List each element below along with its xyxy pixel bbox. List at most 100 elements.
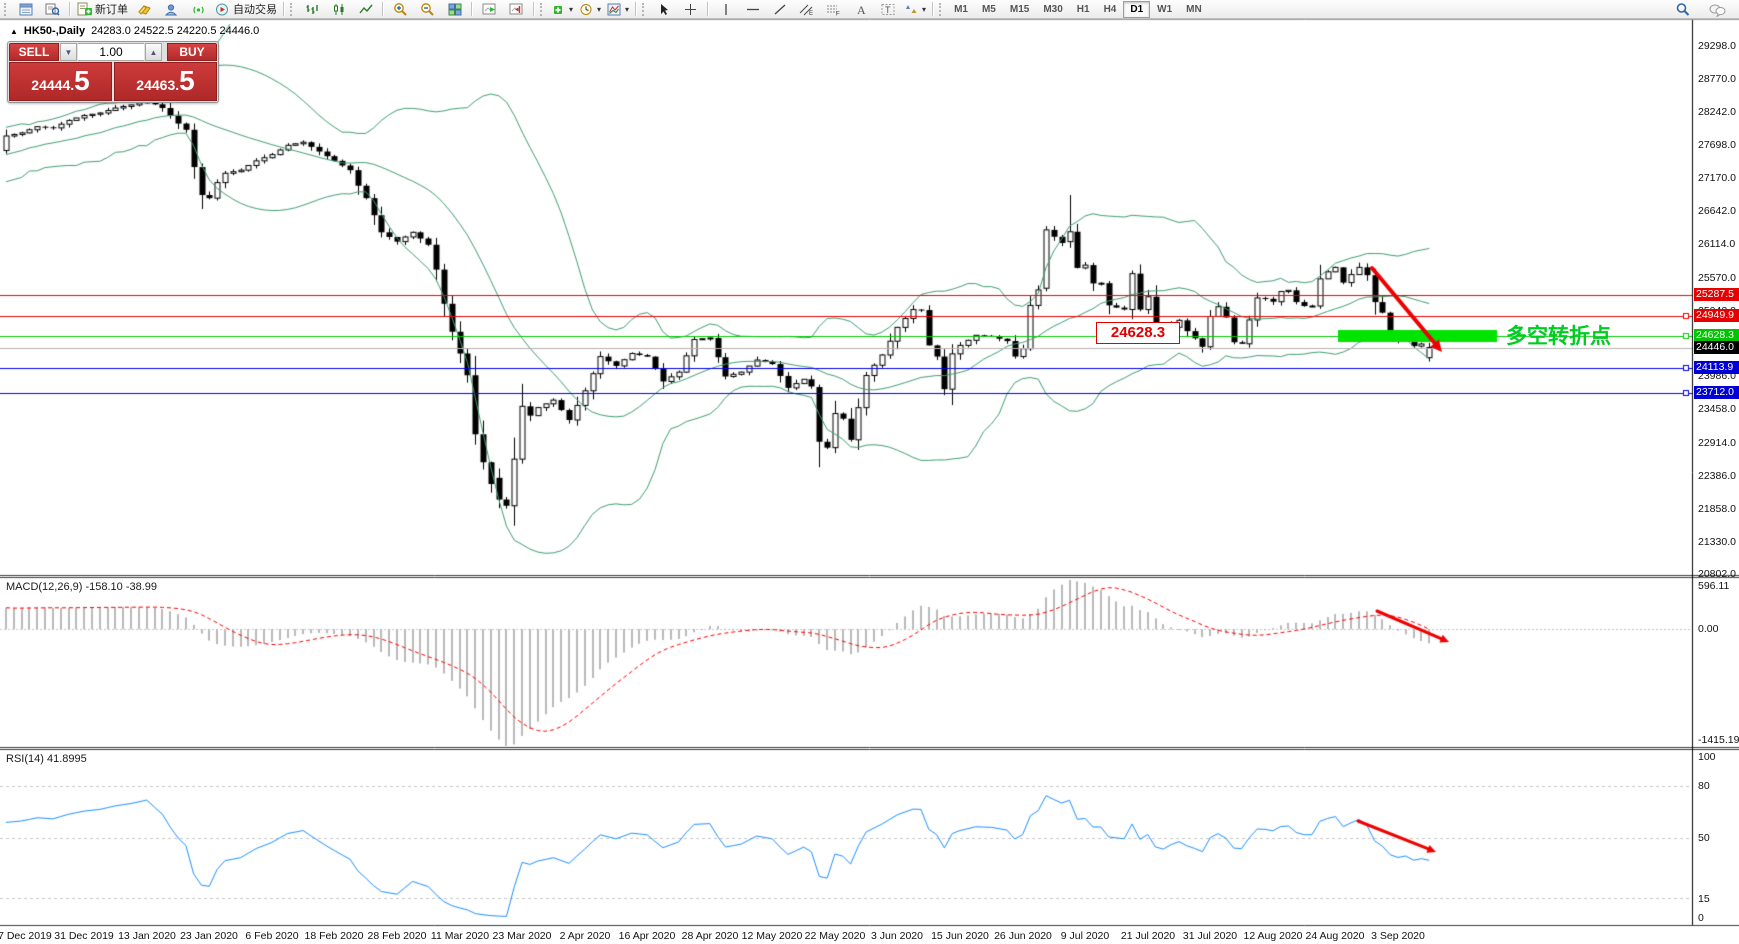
tile-windows-button[interactable] [441, 0, 468, 19]
crosshair-tool-button[interactable] [677, 0, 704, 19]
vertical-line-icon [724, 3, 727, 15]
buy-price-display[interactable]: 24463. 5 [114, 62, 217, 101]
tab-timeframe-mn[interactable]: MN [1186, 3, 1202, 15]
cursor-tool-button[interactable] [650, 0, 677, 19]
one-click-trading-panel: SELL ▼ ▲ BUY 24444. 5 24463. 5 [7, 41, 219, 103]
price-tick-label: 28242.0 [1698, 106, 1736, 118]
channel-tool-button[interactable]: E [793, 0, 820, 19]
chevron-down-icon: ▾ [625, 4, 630, 14]
periods-button[interactable]: ▾ [576, 0, 604, 19]
line-chart-button[interactable] [352, 0, 379, 19]
templates-button[interactable]: ▾ [604, 0, 632, 19]
line-chart-icon [358, 4, 373, 13]
tab-timeframe-m30[interactable]: M30 [1043, 3, 1063, 15]
price-tick-label: 23458.0 [1698, 403, 1736, 415]
auto-scroll-button[interactable] [476, 0, 503, 19]
metaeditor-button[interactable] [131, 0, 158, 19]
sell-price-main: 24444. [31, 77, 75, 93]
charts-panel-button[interactable] [12, 0, 39, 19]
date-axis-label: 22 May 2020 [804, 930, 866, 942]
svg-text:T: T [885, 5, 891, 15]
macd-indicator-label: MACD(12,26,9) -158.10 -38.99 [6, 581, 158, 593]
trendline-tool-button[interactable] [766, 0, 793, 19]
chevron-down-icon: ▾ [922, 4, 927, 14]
zoom-out-button[interactable] [414, 0, 441, 19]
price-tick-label: 28770.0 [1698, 73, 1736, 85]
date-axis-label: 26 Jun 2020 [994, 930, 1052, 942]
rsi-tick-label: 50 [1698, 832, 1710, 844]
chat-button[interactable] [1704, 0, 1731, 19]
tab-timeframe-m5[interactable]: M5 [981, 3, 996, 15]
auto-scroll-icon [482, 3, 496, 14]
date-axis-label: 18 Feb 2020 [304, 930, 364, 942]
fibonacci-tool-button[interactable]: F [820, 0, 847, 19]
rsi-tick-label: 0 [1698, 912, 1704, 924]
new-order-icon [77, 2, 92, 16]
chevron-down-icon: ▾ [597, 4, 602, 14]
vertical-line-tool-button[interactable] [712, 0, 739, 19]
label-tool-button[interactable]: T [874, 0, 901, 19]
volume-decrease-button[interactable]: ▼ [60, 43, 77, 61]
buy-button[interactable]: BUY [167, 43, 217, 61]
date-axis-label: 24 Aug 2020 [1305, 930, 1365, 942]
autotrading-button[interactable]: 自动交易 [212, 0, 280, 19]
volume-input[interactable] [78, 43, 144, 61]
date-axis-label: 31 Jul 2020 [1182, 930, 1238, 942]
candle-chart-icon [333, 3, 343, 15]
price-tick-label: 27698.0 [1698, 139, 1736, 151]
tile-windows-icon [448, 3, 461, 15]
rsi-tick-label: 80 [1698, 780, 1710, 792]
date-axis-label: 12 Aug 2020 [1243, 930, 1303, 942]
trendline-icon [774, 4, 785, 14]
date-axis-label: 17 Dec 2019 [0, 930, 52, 942]
rsi-tick-label: 15 [1698, 893, 1710, 905]
sell-price-display[interactable]: 24444. 5 [9, 62, 112, 101]
bull-bear-turning-point-note[interactable]: 多空转折点 [1506, 325, 1611, 348]
bar-chart-button[interactable] [298, 0, 325, 19]
text-tool-button[interactable]: A [847, 0, 874, 19]
chevron-down-icon: ▾ [569, 4, 574, 14]
chart-shift-icon [509, 3, 523, 14]
date-axis-label: 13 Jan 2020 [118, 930, 176, 942]
chart-ohlc-values: 24283.0 24522.5 24220.5 24446.0 [91, 25, 260, 37]
shapes-tool-button[interactable]: ▾ [901, 0, 929, 19]
date-axis-label: 23 Mar 2020 [492, 930, 552, 942]
add-indicator-button[interactable]: ▾ [548, 0, 576, 19]
tab-timeframe-h4[interactable]: H4 [1103, 3, 1117, 15]
community-button[interactable] [158, 0, 185, 19]
tab-timeframe-d1[interactable]: D1 [1123, 0, 1151, 18]
svg-text:F: F [836, 11, 840, 16]
chevron-up-icon: ▲ [149, 47, 158, 57]
tab-timeframe-m1[interactable]: M1 [954, 3, 968, 15]
fibonacci-icon: F [827, 5, 840, 16]
bar-chart-icon [306, 4, 318, 14]
add-indicator-icon [554, 5, 562, 14]
candle-chart-button[interactable] [325, 0, 352, 19]
macd-tick-label: -1415.19 [1698, 734, 1739, 746]
price-tick-label: 29298.0 [1698, 40, 1736, 52]
volume-increase-button[interactable]: ▲ [145, 43, 162, 61]
new-order-button[interactable]: 新订单 [74, 0, 131, 19]
zoom-in-button[interactable] [387, 0, 414, 19]
tab-timeframe-h1[interactable]: H1 [1076, 3, 1090, 15]
price-tick-label: 26114.0 [1698, 238, 1736, 250]
svg-text:A: A [857, 3, 866, 16]
sell-button[interactable]: SELL [9, 43, 59, 61]
horizontal-line-tool-button[interactable] [739, 0, 766, 19]
price-marker-label: 24628.3 [1694, 329, 1739, 342]
tab-timeframe-m15[interactable]: M15 [1009, 3, 1030, 15]
search-button[interactable] [1669, 0, 1696, 19]
new-order-label: 新订单 [95, 4, 128, 16]
data-window-button[interactable] [39, 0, 66, 19]
chart-symbol-period: HK50-,Daily [23, 25, 86, 37]
collapse-arrow-icon[interactable]: ▲ [10, 26, 18, 36]
tab-timeframe-w1[interactable]: W1 [1157, 3, 1173, 15]
price-callout-label[interactable]: 24628.3 [1096, 322, 1180, 344]
chart-shift-button[interactable] [503, 0, 530, 19]
price-tick-label: 22914.0 [1698, 437, 1736, 449]
price-marker-label: 25287.5 [1694, 288, 1739, 301]
signals-button[interactable] [185, 0, 212, 19]
